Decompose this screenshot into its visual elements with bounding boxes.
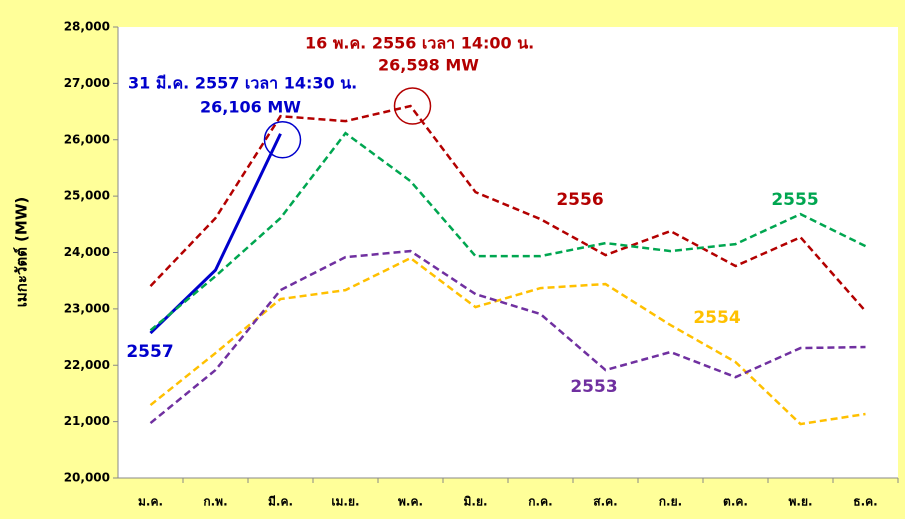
y-tick-label: 26,000	[64, 132, 110, 146]
x-tick-label: ม.ค.	[138, 495, 163, 509]
x-tick-label: ก.ค.	[528, 495, 552, 509]
highlight-circle	[263, 121, 302, 159]
y-tick-label: 20,000	[64, 471, 110, 485]
y-tick-label: 22,000	[64, 358, 110, 372]
x-tick-label: ส.ค.	[593, 495, 617, 509]
plot-area	[118, 27, 898, 478]
y-tick-label: 21,000	[64, 414, 110, 428]
x-tick-label: ธ.ค.	[853, 495, 877, 509]
y-tick-label: 27,000	[64, 76, 110, 90]
y-axis-label: เมกะวัตต์ (MW)	[13, 197, 31, 307]
y-tick-label: 24,000	[64, 245, 110, 259]
series-line	[149, 104, 867, 312]
annotation: 31 มี.ค. 2557 เวลา 14:30 น.	[128, 74, 357, 93]
x-tick-label: มิ.ย.	[463, 495, 487, 509]
x-tick-label: ก.ย.	[659, 495, 682, 509]
annotation: 26,598 MW	[378, 56, 479, 75]
y-tick-label: 23,000	[64, 301, 110, 315]
y-tick-label: 28,000	[64, 20, 110, 34]
series-label: 2553	[570, 377, 617, 397]
series-line	[149, 131, 867, 332]
x-tick-label: ต.ค.	[723, 495, 748, 509]
x-tick-label: มี.ค.	[268, 495, 293, 509]
series-line	[149, 249, 866, 425]
annotation: 26,106 MW	[200, 98, 301, 117]
y-tick-label: 25,000	[64, 189, 110, 203]
series-label: 2557	[126, 342, 173, 362]
series-label: 2555	[771, 190, 818, 210]
x-tick-label: พ.ย.	[788, 495, 812, 509]
highlight-circle	[393, 87, 432, 125]
x-tick-label: เม.ย.	[331, 495, 359, 509]
series-label: 2554	[693, 308, 740, 328]
annotation: 16 พ.ค. 2556 เวลา 14:00 น.	[305, 34, 534, 53]
series-label: 2556	[556, 190, 603, 210]
x-tick-label: ก.พ.	[203, 495, 227, 509]
x-tick-label: พ.ค.	[398, 495, 423, 509]
